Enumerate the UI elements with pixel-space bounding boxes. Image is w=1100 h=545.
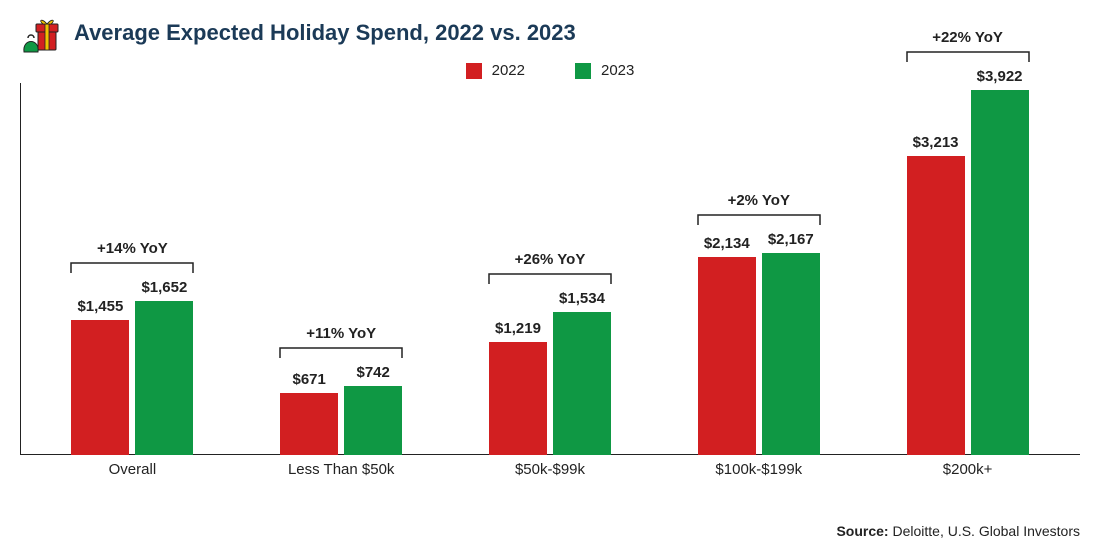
yoy-label: +2% YoY (694, 192, 824, 209)
yoy-annotation: +22% YoY (903, 29, 1033, 62)
bar: $1,652 (135, 301, 193, 455)
bar-groups: +14% YoY$1,455$1,652+11% YoY$671$742+26%… (28, 83, 1072, 455)
legend-label: 2023 (601, 62, 634, 79)
yoy-annotation: +26% YoY (485, 251, 615, 284)
x-axis-label: Less Than $50k (237, 457, 446, 483)
x-axis-label: $100k-$199k (654, 457, 863, 483)
bar: $2,167 (762, 253, 820, 455)
bar-value-label: $2,167 (762, 231, 820, 248)
bar: $3,213 (907, 156, 965, 455)
bar-value-label: $1,652 (135, 279, 193, 296)
bar-value-label: $1,455 (71, 298, 129, 315)
bar-value-label: $742 (344, 364, 402, 381)
chart-area: +14% YoY$1,455$1,652+11% YoY$671$742+26%… (20, 83, 1080, 483)
yoy-annotation: +2% YoY (694, 192, 824, 225)
x-axis-label: $50k-$99k (446, 457, 655, 483)
yoy-annotation: +14% YoY (67, 240, 197, 273)
legend-label: 2022 (492, 62, 525, 79)
bar-value-label: $1,219 (489, 320, 547, 337)
bar-group: +11% YoY$671$742 (237, 83, 446, 455)
yoy-label: +22% YoY (903, 29, 1033, 46)
bar-group: +2% YoY$2,134$2,167 (654, 83, 863, 455)
legend-item-2022: 2022 (466, 62, 525, 79)
yoy-label: +26% YoY (485, 251, 615, 268)
chart-title: Average Expected Holiday Spend, 2022 vs.… (74, 20, 576, 46)
x-axis-label: $200k+ (863, 457, 1072, 483)
bar: $3,922 (971, 90, 1029, 455)
bar: $1,534 (553, 312, 611, 455)
bar-group: +14% YoY$1,455$1,652 (28, 83, 237, 455)
yoy-label: +11% YoY (276, 325, 406, 342)
bar-group: +26% YoY$1,219$1,534 (446, 83, 655, 455)
bar: $671 (280, 393, 338, 455)
bar-value-label: $1,534 (553, 290, 611, 307)
x-axis-label: Overall (28, 457, 237, 483)
x-labels: OverallLess Than $50k$50k-$99k$100k-$199… (28, 457, 1072, 483)
bar-value-label: $3,213 (907, 134, 965, 151)
bar: $1,219 (489, 342, 547, 455)
legend-swatch (575, 63, 591, 79)
legend: 2022 2023 (20, 62, 1080, 79)
bar-value-label: $3,922 (971, 68, 1029, 85)
yoy-annotation: +11% YoY (276, 325, 406, 358)
yoy-label: +14% YoY (67, 240, 197, 257)
legend-swatch (466, 63, 482, 79)
holiday-icon (20, 12, 62, 54)
source-text: Deloitte, U.S. Global Investors (892, 523, 1080, 539)
bar: $1,455 (71, 320, 129, 455)
bar: $742 (344, 386, 402, 455)
bar-group: +22% YoY$3,213$3,922 (863, 83, 1072, 455)
bar-value-label: $671 (280, 371, 338, 388)
source-line: Source: Deloitte, U.S. Global Investors (836, 523, 1080, 539)
bar-value-label: $2,134 (698, 235, 756, 252)
y-axis (20, 83, 21, 455)
source-label: Source: (836, 523, 888, 539)
bar: $2,134 (698, 257, 756, 455)
legend-item-2023: 2023 (575, 62, 634, 79)
